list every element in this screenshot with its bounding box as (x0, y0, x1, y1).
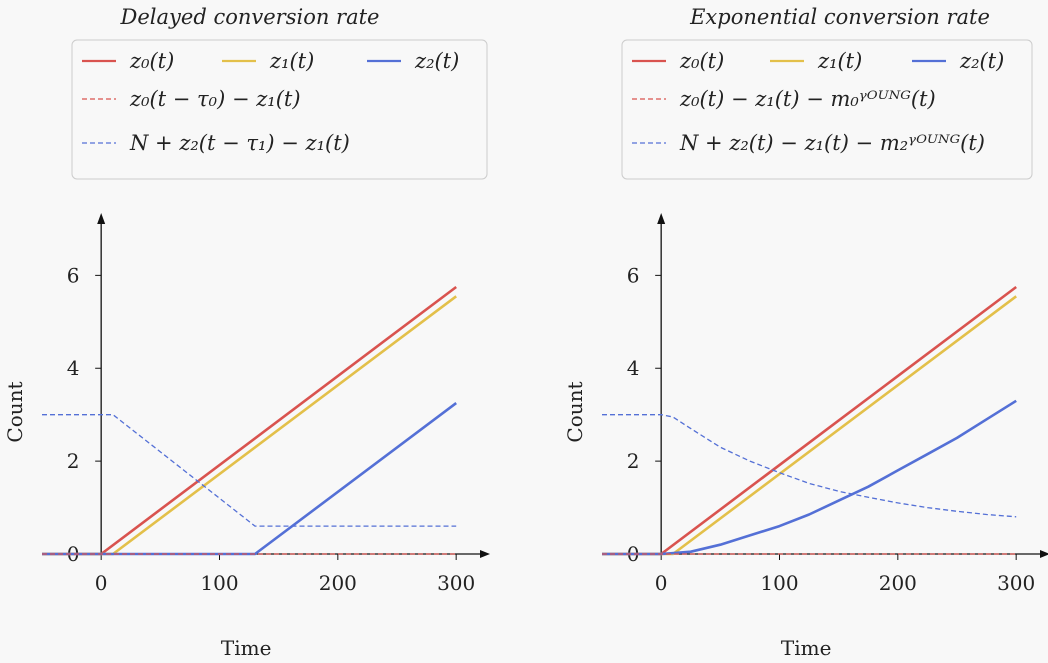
y-tick-label: 4 (67, 356, 80, 380)
x-tick-label: 200 (879, 571, 917, 595)
legend-label-1: z₁(t) (817, 49, 862, 73)
legend-label-3: z₀(t − τ₀) − z₁(t) (129, 87, 301, 111)
y-axis-arrow (97, 213, 106, 224)
series-line-0 (42, 285, 457, 556)
x-tick-label: 100 (760, 571, 798, 595)
legend-label-2: z₂(t) (414, 49, 459, 73)
legend-label-2: z₂(t) (959, 49, 1004, 73)
x-axis-arrow (480, 550, 490, 558)
legend-label-1: z₁(t) (269, 49, 314, 73)
legend-label-4: N + z₂(t − τ₁) − z₁(t) (129, 131, 350, 155)
series-line-2 (42, 402, 457, 556)
legend-box (71, 39, 488, 180)
y-tick-label: 4 (627, 356, 640, 380)
x-tick-label: 300 (437, 571, 475, 595)
y-axis-arrow (657, 213, 666, 224)
series-line-2 (602, 399, 1017, 556)
y-axis-label: Count (563, 381, 587, 442)
x-tick-label: 0 (655, 571, 668, 595)
y-tick-label: 6 (67, 263, 80, 287)
x-tick-label: 100 (200, 571, 238, 595)
chart-title: Exponential conversion rate (689, 5, 990, 29)
x-axis-label: Time (221, 636, 272, 660)
series-line-4 (42, 414, 457, 527)
legend-label-0: z₀(t) (129, 49, 174, 73)
x-axis-arrow (1040, 550, 1048, 558)
x-tick-label: 300 (997, 571, 1035, 595)
y-tick-label: 6 (627, 263, 640, 287)
x-axis-label: Time (781, 636, 832, 660)
y-tick-label: 2 (67, 449, 80, 473)
chart-title: Delayed conversion rate (120, 5, 380, 29)
legend-box (621, 39, 1033, 180)
y-tick-label: 2 (627, 449, 640, 473)
series-line-4 (602, 414, 1017, 518)
chart-right-exponential: Exponential conversion rate z₀(t) z₁(t) z₂(… (563, 5, 1048, 660)
legend-label-0: z₀(t) (679, 49, 724, 73)
y-axis-label: Count (3, 381, 27, 442)
x-tick-label: 200 (319, 571, 357, 595)
x-tick-label: 0 (95, 571, 108, 595)
legend-label-4: N + z₂(t) − z₁(t) − m₂ᵞᴼᵁᴺᴳ(t) (679, 131, 985, 155)
legend-label-3: z₀(t) − z₁(t) − m₀ᵞᴼᵁᴺᴳ(t) (679, 87, 936, 111)
chart-left-delayed: Delayed conversion rate z₀(t) z₁(t) z₂(t) z₀… (3, 5, 490, 660)
